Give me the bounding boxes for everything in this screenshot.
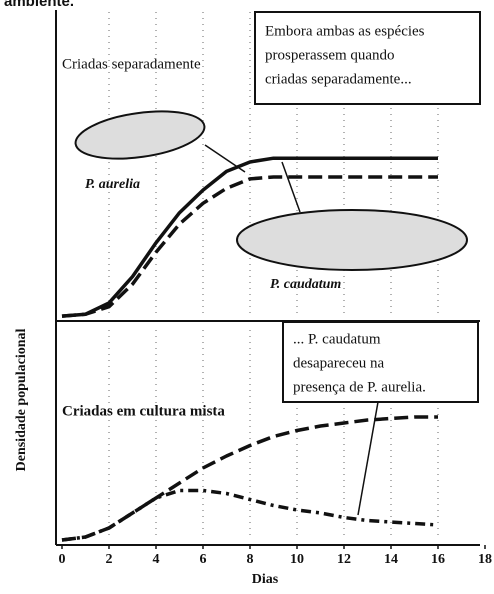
annotation-text: ... P. caudatum [293, 331, 381, 347]
p-aurelia-illustration [74, 110, 206, 160]
x-axis-label: Dias [252, 572, 279, 587]
x-tick-label: 16 [431, 552, 445, 567]
x-tick-label: 10 [290, 552, 304, 567]
species-label: P. aurelia [85, 177, 140, 192]
x-tick-label: 12 [337, 552, 351, 567]
series-line [61, 415, 438, 542]
header-fragment: ambiente. [4, 0, 74, 10]
panel-title: Criadas em cultura mista [62, 403, 225, 419]
x-tick-label: 14 [384, 552, 398, 567]
x-tick-label: 4 [153, 552, 160, 567]
p-caudatum-illustration [236, 209, 468, 271]
annotation-text: criadas separadamente... [265, 71, 412, 87]
panel-title: Criadas separadamente [62, 56, 201, 72]
y-axis-label: Densidade populacional [14, 329, 29, 472]
x-tick-label: 2 [106, 552, 113, 567]
series-line [61, 175, 438, 318]
series-line [61, 488, 439, 542]
series-line [61, 156, 438, 318]
x-tick-label: 18 [478, 552, 492, 567]
annotation-text: presença de P. aurelia. [293, 379, 426, 395]
x-tick-label: 8 [247, 552, 254, 567]
annotation-box [254, 11, 481, 105]
x-tick-label: 6 [200, 552, 207, 567]
pointer [281, 161, 301, 213]
annotation-text: Embora ambas as espécies [265, 23, 425, 39]
annotation-box [282, 321, 479, 403]
species-label: P. caudatum [270, 277, 341, 292]
x-tick-label: 0 [59, 552, 66, 567]
annotation-text: desapareceu na [293, 355, 385, 371]
annotation-text: prosperassem quando [265, 47, 395, 63]
